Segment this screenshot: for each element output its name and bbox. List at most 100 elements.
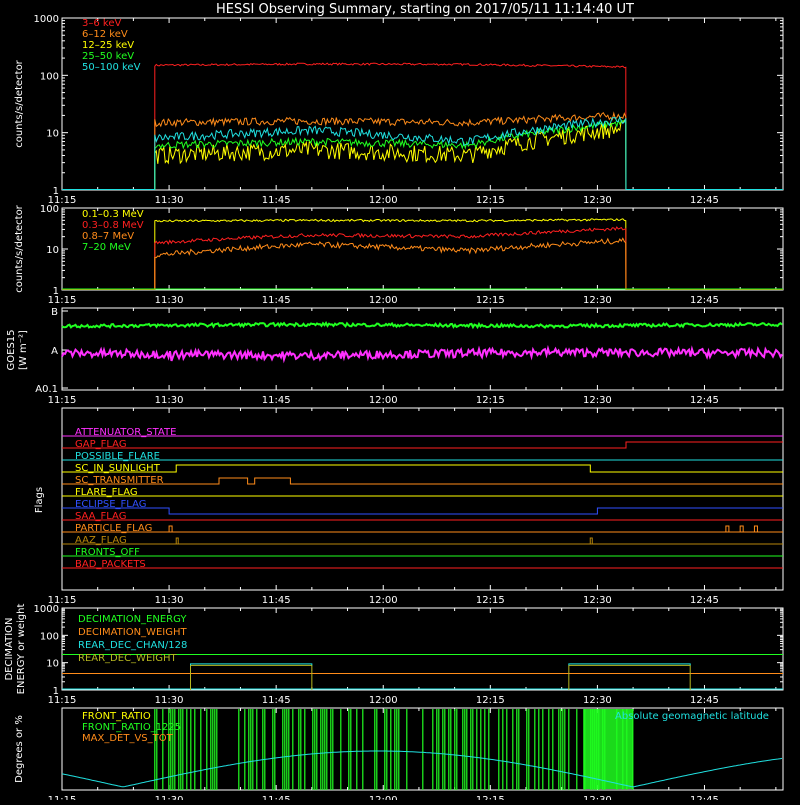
flag-label: SAA_FLAG (75, 511, 126, 522)
flag-label: POSSIBLE_FLARE (75, 451, 160, 462)
legend-entry: FRONT_RATIO_1225 (82, 722, 181, 733)
x-tick-label: 12:00 (369, 795, 398, 800)
flag-label: SC_TRANSMITTER (75, 475, 164, 486)
x-tick-label: 11:15 (48, 695, 77, 706)
y-tick-label: 10 (46, 129, 59, 140)
x-tick-label: 11:15 (48, 195, 77, 206)
x-tick-label: 12:45 (690, 195, 719, 206)
x-tick-label: 12:45 (690, 595, 719, 606)
ratio-panel: 11:15 11:30 11:45 12:00 12:15 12:30 12:45 FRONT… (14, 707, 784, 805)
legend-entry: 12–25 keV (82, 40, 134, 51)
legend-entry: 3–6 keV (82, 18, 121, 29)
x-tick-label: 12:15 (476, 195, 505, 206)
y-tick-label: A (51, 346, 58, 357)
x-tick-label: 11:30 (155, 695, 184, 706)
flag-label: ATTENUATOR_STATE (75, 427, 176, 438)
x-tick-label: 12:00 (369, 695, 398, 706)
x-tick-label: 12:30 (583, 695, 612, 706)
x-tick-label: 12:15 (476, 795, 505, 800)
ratio-block (583, 709, 634, 789)
x-tick-label: 11:45 (262, 695, 291, 706)
x-tick-label: 11:30 (155, 595, 184, 606)
particle-flag-spike (725, 525, 730, 532)
low-energy-series-0 (154, 62, 627, 191)
goes-series-0 (61, 321, 783, 330)
low-energy-frame (61, 17, 784, 191)
flag-line-6 (62, 507, 783, 515)
x-tick-label: 12:30 (583, 195, 612, 206)
x-tick-label: 11:30 (155, 395, 184, 406)
high-energy-series-2 (154, 237, 627, 291)
goes-ylabel-units: [W m⁻²] (18, 330, 29, 370)
y-tick-label: 10 (46, 245, 59, 256)
y-tick-label: 100 (40, 204, 59, 215)
x-tick-label: 12:00 (369, 295, 398, 306)
legend-entry: REAR_DEC_CHAN/128 (78, 640, 187, 651)
x-tick-label: 12:30 (583, 595, 612, 606)
legend-entry: 0.1–0.3 MeV (82, 209, 144, 220)
legend-entry: 0.3–0.8 MeV (82, 220, 144, 231)
rear-dec-chan-box (568, 663, 691, 666)
flag-label: BAD_PACKETS (75, 559, 146, 570)
x-tick-label: 12:00 (369, 395, 398, 406)
goes-frame (61, 307, 784, 391)
x-tick-label: 12:15 (476, 395, 505, 406)
x-tick-label: 12:00 (369, 195, 398, 206)
x-tick-label: 12:45 (690, 295, 719, 306)
flags-frame (61, 407, 784, 591)
x-tick-label: 12:00 (369, 595, 398, 606)
y-tick-label: 1 (53, 286, 59, 297)
legend-entry: DECIMATION_WEIGHT (78, 627, 187, 638)
legend-entry: REAR_DEC_WEIGHT (78, 653, 177, 664)
flag-line-1 (62, 441, 783, 449)
high-energy-ylabel: counts/s/detector (14, 204, 25, 292)
ratio-ylabel: Degrees or % (14, 715, 25, 783)
y-tick-label: 1 (53, 186, 59, 197)
flag-label: PARTICLE_FLAG (75, 523, 152, 534)
legend-entry: 25–50 keV (82, 51, 134, 62)
legend-entry: 50–100 keV (82, 62, 141, 73)
x-tick-label: 12:15 (476, 695, 505, 706)
legend-entry: 0.8–7 MeV (82, 231, 134, 242)
x-tick-label: 11:15 (48, 795, 77, 800)
y-tick-label: 10 (46, 659, 59, 670)
y-tick-label: 1000 (34, 604, 59, 615)
x-tick-label: 12:45 (690, 395, 719, 406)
aaz-flag-spike (589, 537, 593, 544)
high-energy-series-0 (154, 218, 627, 291)
flags-panel: 11:15 11:30 11:45 12:00 12:15 12:30 12:45 ATTEN… (34, 407, 784, 606)
x-tick-label: 11:45 (262, 295, 291, 306)
figure-title: HESSI Observing Summary, starting on 201… (216, 2, 634, 17)
x-tick-label: 12:45 (690, 795, 719, 800)
flag-label: FRONTS_OFF (75, 547, 140, 558)
flag-label: FLARE_FLAG (75, 487, 138, 498)
x-tick-label: 11:30 (155, 295, 184, 306)
x-tick-label: 12:30 (583, 395, 612, 406)
legend-entry: MAX_DET_VS_TOT (82, 733, 174, 744)
flag-label: ECLIPSE_FLAG (75, 499, 146, 510)
aaz-flag-spike (175, 537, 179, 544)
x-tick-label: 12:45 (690, 695, 719, 706)
flag-line-4 (62, 477, 783, 485)
legend-entry: 7–20 MeV (82, 242, 131, 253)
goes-ylabel: GOES15 (6, 329, 17, 370)
y-tick-label: 100 (40, 631, 59, 642)
low-energy-series-3 (154, 118, 627, 191)
low-energy-series-1 (154, 111, 627, 191)
low-energy-ylabel: counts/s/detector (14, 59, 25, 147)
x-tick-label: 12:30 (583, 295, 612, 306)
x-tick-label: 11:30 (155, 795, 184, 800)
rear-dec-weight-box (568, 664, 691, 690)
low-energy-panel: 11:15 11:30 11:45 12:00 12:15 12:30 12:45 1 10 10… (14, 14, 784, 206)
x-tick-label: 12:30 (583, 795, 612, 800)
x-tick-label: 11:30 (155, 195, 184, 206)
low-energy-series-4 (154, 115, 627, 191)
x-tick-label: 11:15 (48, 295, 77, 306)
x-tick-label: 11:45 (262, 795, 291, 800)
legend-entry: DECIMATION_ENERGY (78, 614, 187, 625)
decimation-panel: 11:15 11:30 11:45 12:00 12:15 12:30 12:45 1 10 10… (4, 604, 784, 706)
legend-entry: 6–12 keV (82, 29, 128, 40)
y-tick-label: A0.1 (35, 384, 58, 395)
geomagnetic-latitude-line (61, 750, 783, 788)
